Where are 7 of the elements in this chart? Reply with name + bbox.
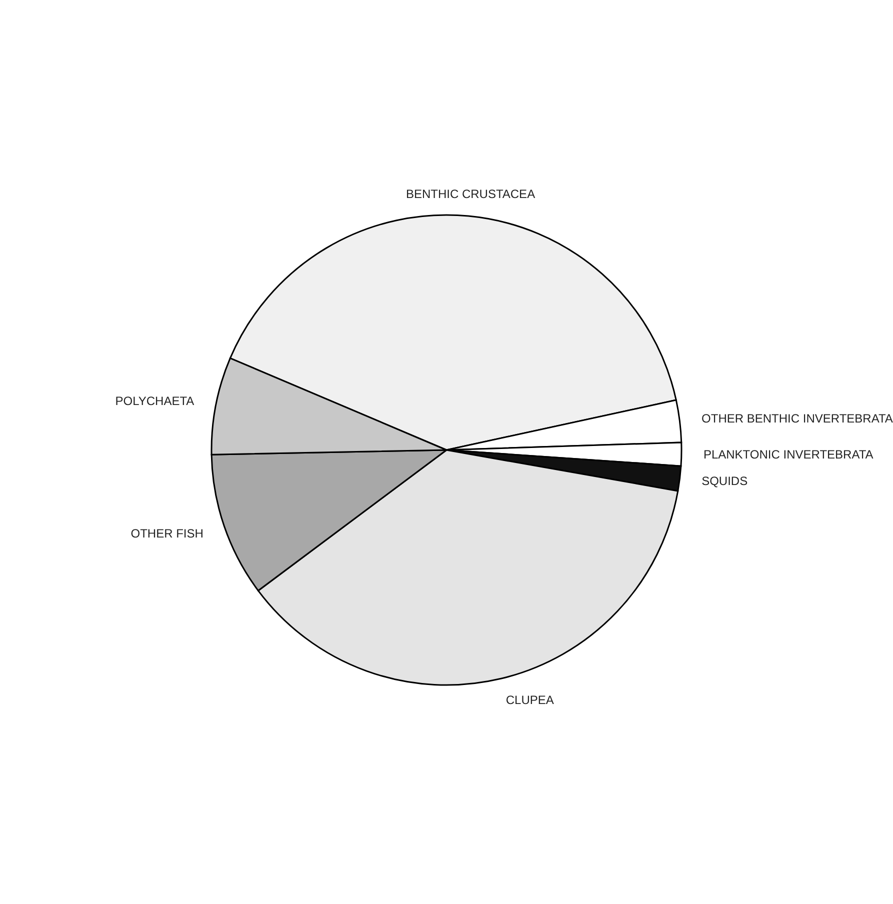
slice-label: OTHER BENTHIC INVERTEBRATA — [702, 411, 893, 426]
slice-label: PLANKTONIC INVERTEBRATA — [703, 448, 874, 462]
slice-label: SQUIDS — [702, 474, 748, 488]
slice-label: CLUPEA — [506, 693, 554, 708]
slice-label: BENTHIC CRUSTACEA — [406, 187, 536, 202]
slice-label: OTHER FISH — [130, 526, 204, 540]
slice-label: POLYCHAETA — [115, 394, 194, 408]
